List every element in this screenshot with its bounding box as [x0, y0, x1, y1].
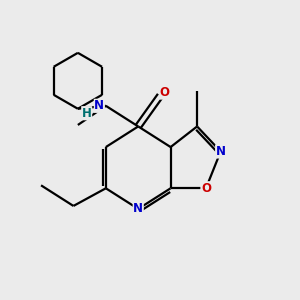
Text: O: O	[201, 182, 211, 195]
Text: N: N	[216, 145, 226, 158]
Text: H: H	[82, 107, 92, 120]
Text: O: O	[160, 86, 170, 99]
Text: N: N	[133, 202, 143, 215]
Text: N: N	[94, 99, 104, 112]
